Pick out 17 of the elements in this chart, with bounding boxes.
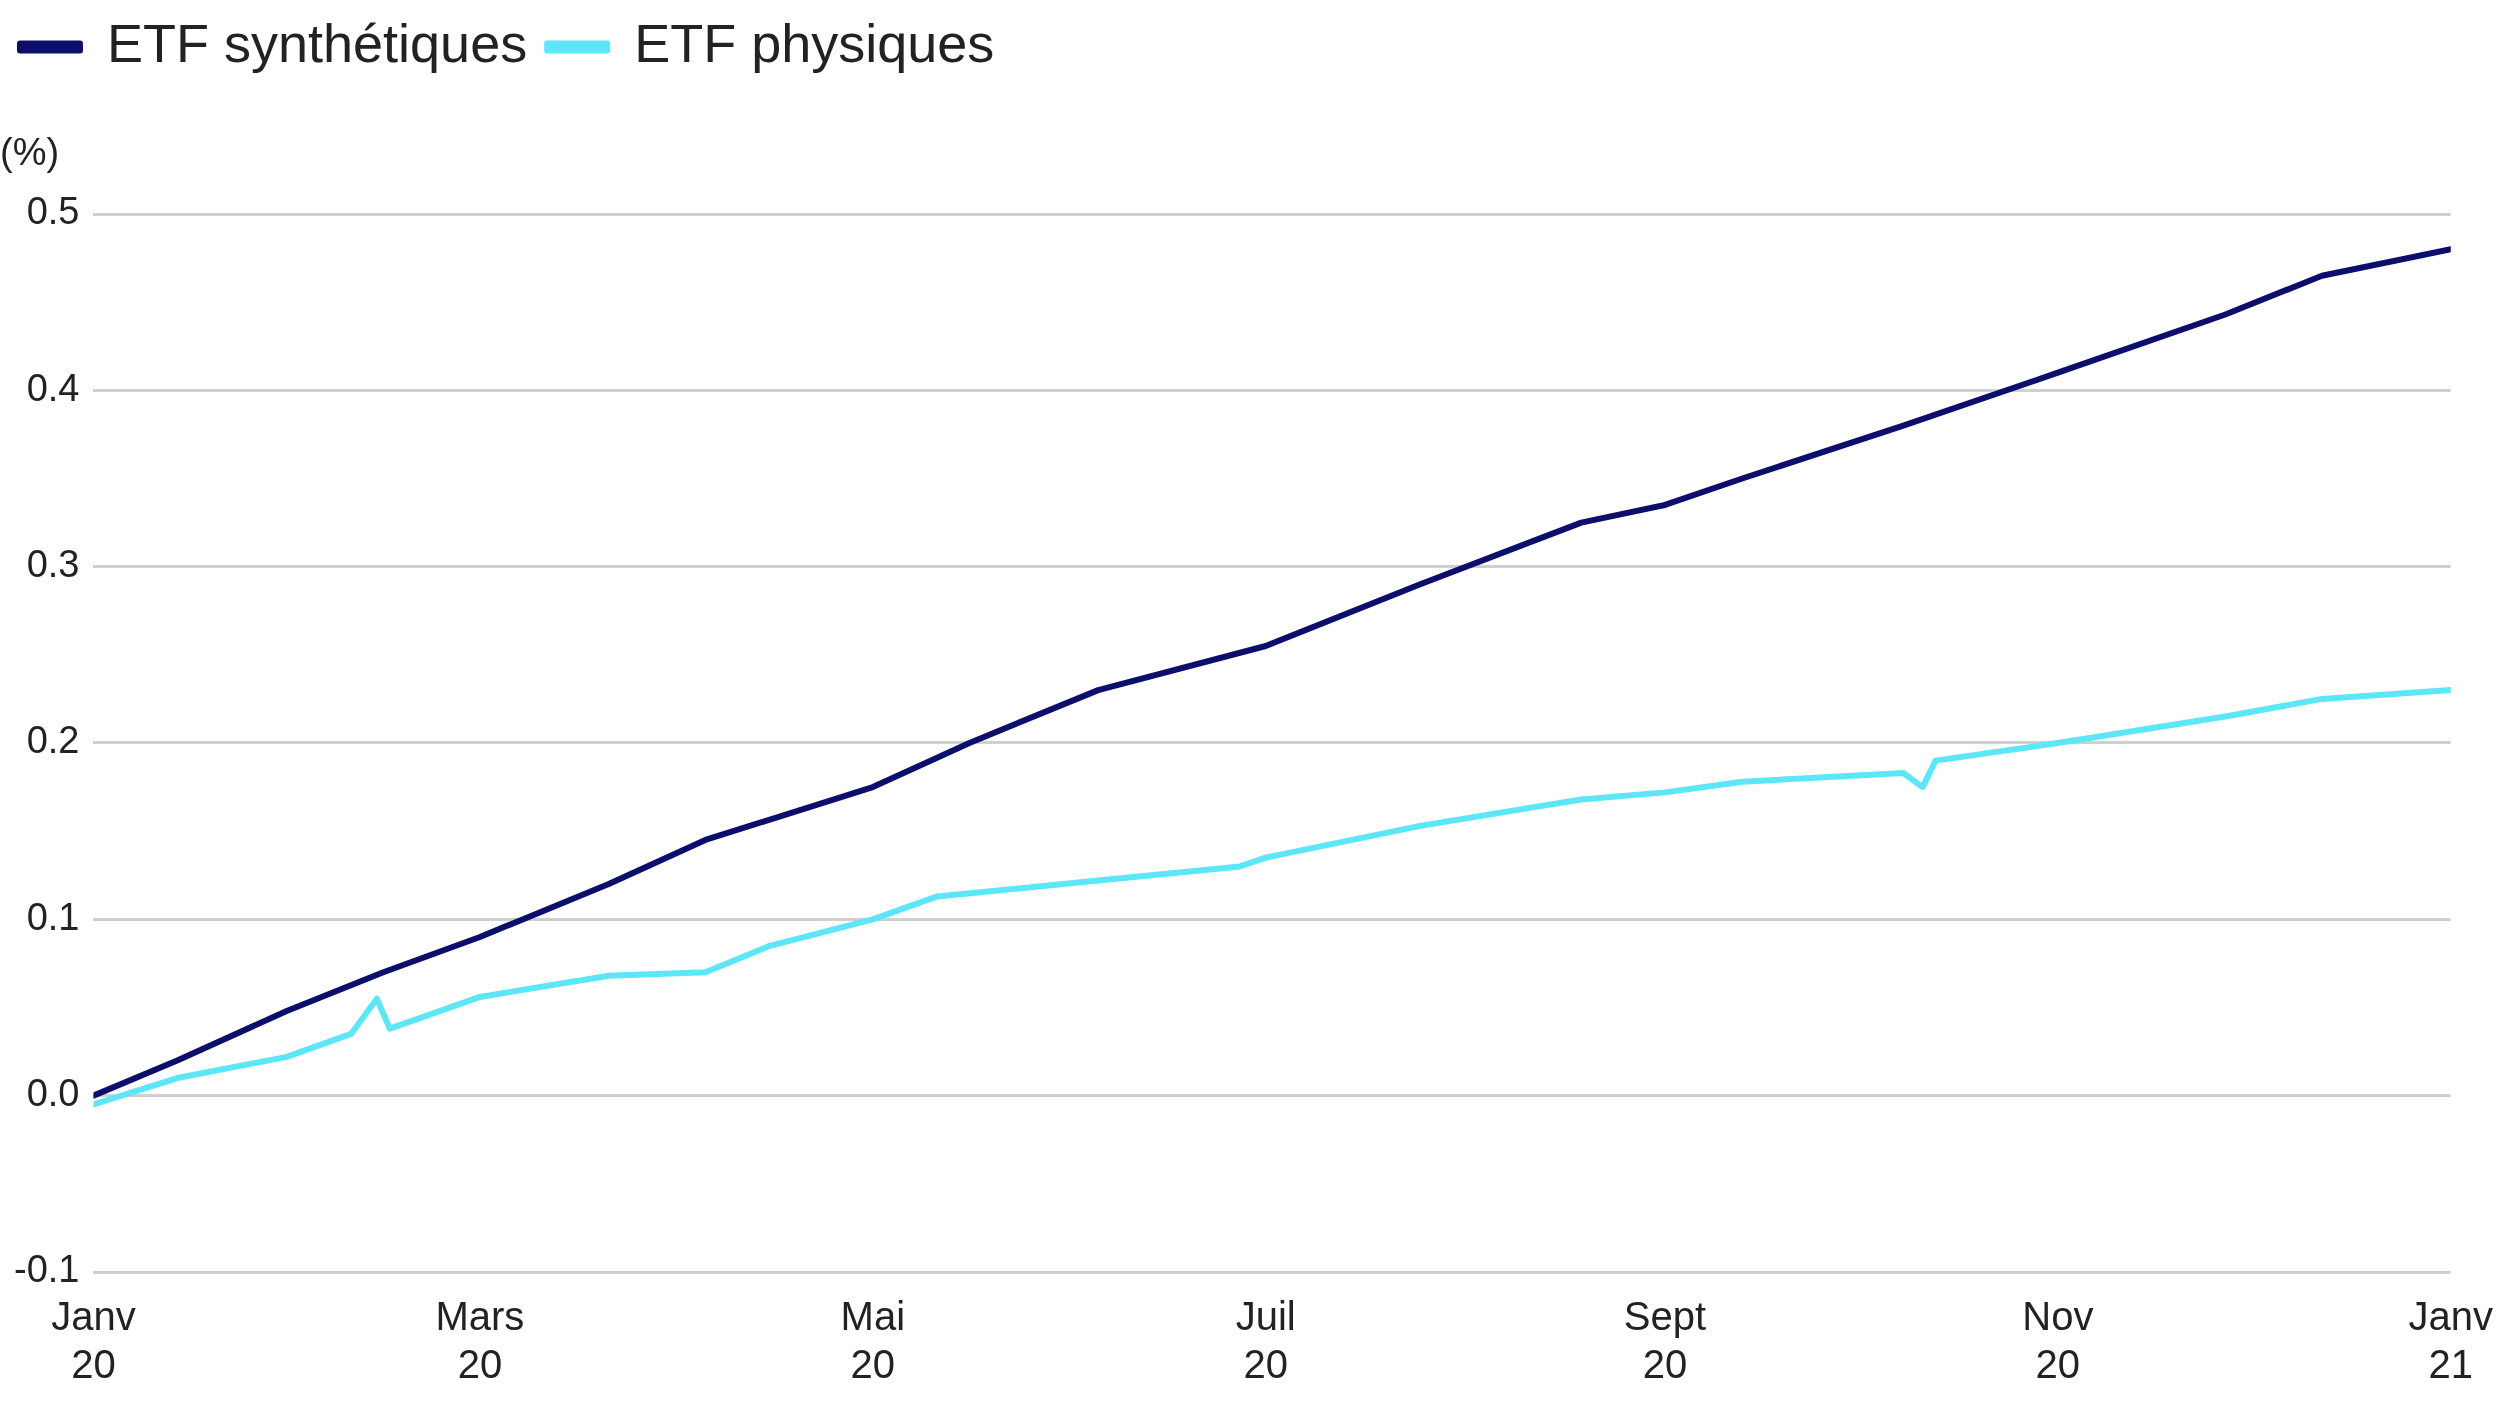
x-tick-label: Janv 21 [2408, 1294, 2493, 1387]
x-tick-label: Mai 20 [840, 1294, 906, 1387]
legend-label: ETF synthétiques [107, 12, 528, 73]
y-axis-title: (%) [0, 131, 60, 174]
y-tick-label: 0.5 [26, 190, 80, 233]
y-tick-label: 0.1 [26, 895, 80, 938]
y-tick-label: 0.4 [26, 366, 80, 409]
legend-label: ETF physiques [634, 12, 995, 73]
x-tick-label: Mars 20 [435, 1294, 525, 1387]
y-tick-label: 0.0 [26, 1072, 80, 1115]
y-tick-label: -0.1 [14, 1248, 80, 1291]
x-tick-label: Nov 20 [2022, 1294, 2094, 1387]
x-tick-label: Sept 20 [1623, 1294, 1707, 1387]
x-tick-label: Juil 20 [1235, 1294, 1296, 1387]
x-tick-label: Janv 20 [51, 1294, 136, 1387]
y-tick-label: 0.3 [26, 543, 80, 586]
y-tick-label: 0.2 [26, 719, 80, 762]
